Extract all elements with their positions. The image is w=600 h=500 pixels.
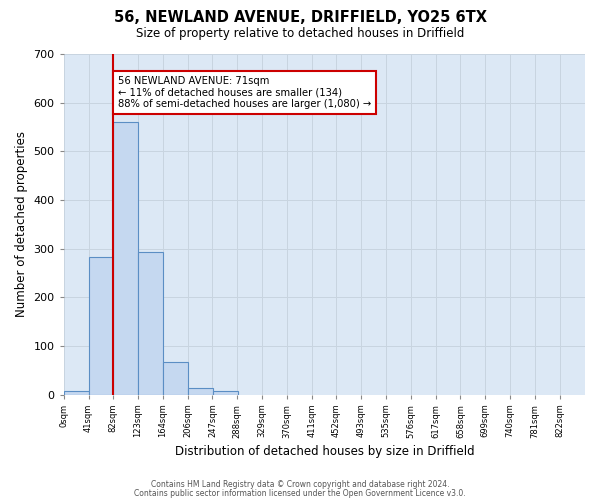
Text: Size of property relative to detached houses in Driffield: Size of property relative to detached ho… <box>136 28 464 40</box>
Text: 56 NEWLAND AVENUE: 71sqm
← 11% of detached houses are smaller (134)
88% of semi-: 56 NEWLAND AVENUE: 71sqm ← 11% of detach… <box>118 76 371 109</box>
Bar <box>213 391 238 394</box>
Bar <box>89 258 113 394</box>
Text: 56, NEWLAND AVENUE, DRIFFIELD, YO25 6TX: 56, NEWLAND AVENUE, DRIFFIELD, YO25 6TX <box>113 10 487 25</box>
Bar <box>163 362 188 394</box>
Bar <box>64 391 89 394</box>
Y-axis label: Number of detached properties: Number of detached properties <box>15 132 28 318</box>
Bar <box>188 388 213 394</box>
X-axis label: Distribution of detached houses by size in Driffield: Distribution of detached houses by size … <box>175 444 474 458</box>
Text: Contains public sector information licensed under the Open Government Licence v3: Contains public sector information licen… <box>134 488 466 498</box>
Bar <box>113 122 138 394</box>
Bar <box>138 252 163 394</box>
Text: Contains HM Land Registry data © Crown copyright and database right 2024.: Contains HM Land Registry data © Crown c… <box>151 480 449 489</box>
